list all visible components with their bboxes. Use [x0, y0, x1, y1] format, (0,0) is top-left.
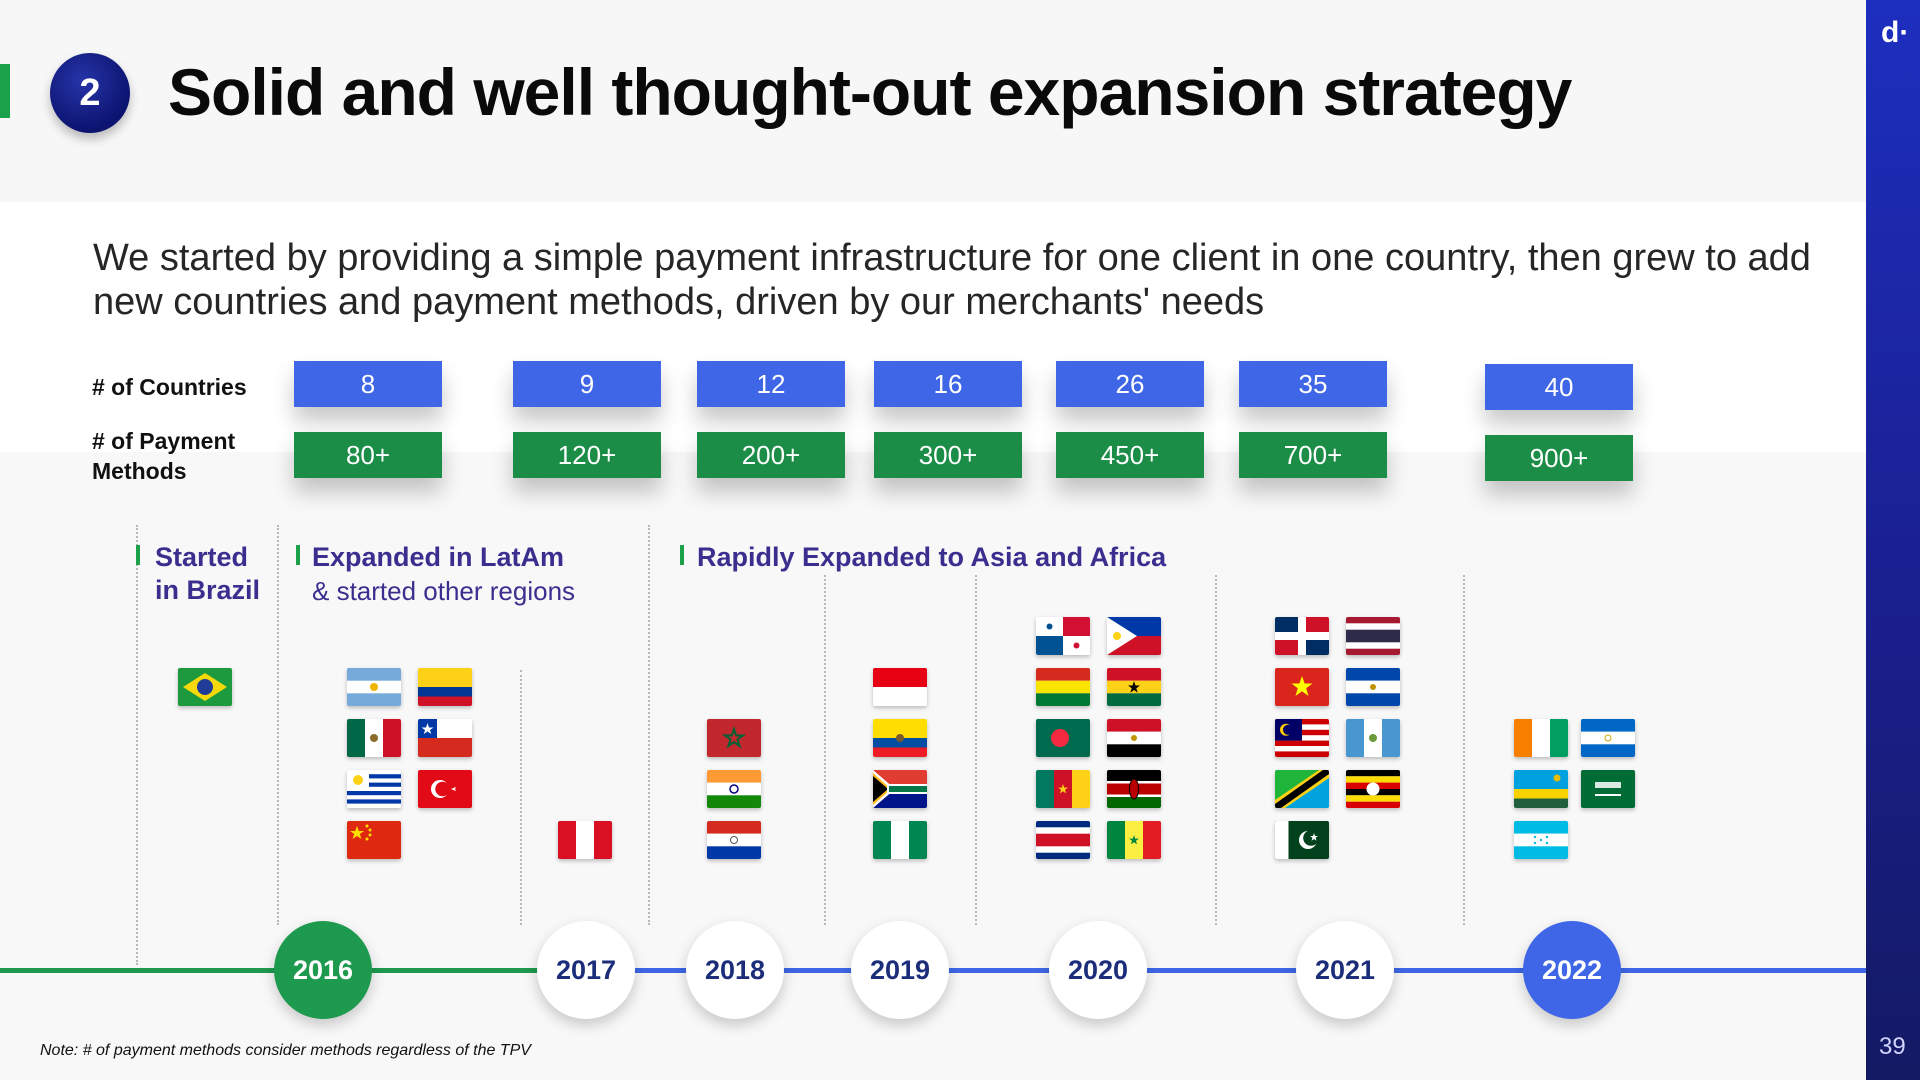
- methods-row-label-line1: # of Payment: [92, 428, 236, 454]
- timeline-start-segment: [0, 968, 540, 973]
- separator-line: [824, 575, 826, 925]
- pakistan-flag-icon: [1275, 821, 1329, 859]
- timeline-segment: [540, 968, 1866, 973]
- year-2020-node: 2020: [1049, 921, 1147, 1019]
- phase-marker: [296, 545, 300, 565]
- header-band: [0, 0, 1866, 202]
- intro-text: We started by providing a simple payment…: [93, 237, 1811, 323]
- countries-row-label: # of Countries: [92, 374, 247, 400]
- thailand-flag-icon: [1346, 617, 1400, 655]
- brand-logo: d·: [1881, 16, 1910, 49]
- methods-box-2017: 120+: [513, 432, 661, 478]
- dominican-republic-flag-icon: [1275, 617, 1329, 655]
- ghana-flag-icon: [1107, 668, 1161, 706]
- mexico-flag-icon: [347, 719, 401, 757]
- year-2021-node: 2021: [1296, 921, 1394, 1019]
- morocco-flag-icon: [707, 719, 761, 757]
- china-flag-icon: [347, 821, 401, 859]
- year-2017-node: 2017: [537, 921, 635, 1019]
- phase-latam-subtitle: & started other regions: [312, 576, 576, 606]
- uganda-flag-icon: [1346, 770, 1400, 808]
- methods-box-2022: 900+: [1485, 435, 1633, 481]
- countries-box-2019: 16: [874, 361, 1022, 407]
- ivory-coast-flag-icon: [1514, 719, 1568, 757]
- footnote: Note: # of payment methods consider meth…: [40, 1042, 531, 1059]
- philippines-flag-icon: [1107, 617, 1161, 655]
- el-salvador-flag-icon: [1346, 668, 1400, 706]
- year-2019-node: 2019: [851, 921, 949, 1019]
- phase-marker: [136, 545, 140, 565]
- year-2022-node: 2022: [1523, 921, 1621, 1019]
- tanzania-flag-icon: [1275, 770, 1329, 808]
- separator-line: [975, 575, 977, 925]
- section-number-badge: 2: [50, 53, 130, 133]
- paraguay-flag-icon: [707, 821, 761, 859]
- countries-box-2021: 35: [1239, 361, 1387, 407]
- kenya-flag-icon: [1107, 770, 1161, 808]
- bolivia-flag-icon: [1036, 668, 1090, 706]
- separator-line: [1215, 575, 1217, 925]
- india-flag-icon: [707, 770, 761, 808]
- phase-marker: [680, 545, 684, 565]
- page-title: Solid and well thought-out expansion str…: [168, 55, 1572, 129]
- indonesia-flag-icon: [873, 668, 927, 706]
- phase-asia-africa-title: Rapidly Expanded to Asia and Africa: [697, 542, 1167, 572]
- year-2016-node: 2016: [274, 921, 372, 1019]
- separator-line: [136, 525, 138, 965]
- bangladesh-flag-icon: [1036, 719, 1090, 757]
- methods-box-2021: 700+: [1239, 432, 1387, 478]
- honduras-flag-icon: [1514, 821, 1568, 859]
- accent-bar: [0, 64, 10, 118]
- malaysia-flag-icon: [1275, 719, 1329, 757]
- methods-box-2016: 80+: [294, 432, 442, 478]
- countries-box-2018: 12: [697, 361, 845, 407]
- cameroon-flag-icon: [1036, 770, 1090, 808]
- turkey-flag-icon: [418, 770, 472, 808]
- rwanda-flag-icon: [1514, 770, 1568, 808]
- separator-line: [277, 525, 279, 925]
- countries-box-2022: 40: [1485, 364, 1633, 410]
- guatemala-flag-icon: [1346, 719, 1400, 757]
- brand-strip: [1866, 0, 1920, 1080]
- brazil-flag-icon: [178, 668, 232, 706]
- south-africa-flag-icon: [873, 770, 927, 808]
- phase-latam-title: Expanded in LatAm: [312, 542, 565, 572]
- methods-box-2020: 450+: [1056, 432, 1204, 478]
- intro-band: [0, 202, 1866, 452]
- phase-started-line1: Started: [155, 542, 249, 572]
- methods-row-label: # of Payment Methods: [92, 426, 235, 486]
- costa-rica-flag-icon: [1036, 821, 1090, 859]
- page-number: 39: [1879, 1033, 1906, 1060]
- ecuador-flag-icon: [873, 719, 927, 757]
- colombia-flag-icon: [418, 668, 472, 706]
- slide: 2 Solid and well thought-out expansion s…: [0, 0, 1866, 1059]
- separator-line: [1463, 575, 1465, 925]
- methods-box-2019: 300+: [874, 432, 1022, 478]
- methods-box-2018: 200+: [697, 432, 845, 478]
- argentina-flag-icon: [347, 668, 401, 706]
- separator-line: [648, 525, 650, 925]
- countries-box-2016: 8: [294, 361, 442, 407]
- chile-flag-icon: [418, 719, 472, 757]
- senegal-flag-icon: [1107, 821, 1161, 859]
- year-2018-node: 2018: [686, 921, 784, 1019]
- saudi-arabia-flag-icon: [1581, 770, 1635, 808]
- nigeria-flag-icon: [873, 821, 927, 859]
- phase-started-brazil: Started in Brazil: [155, 541, 260, 607]
- uruguay-flag-icon: [347, 770, 401, 808]
- nicaragua-flag-icon: [1581, 719, 1635, 757]
- egypt-flag-icon: [1107, 719, 1161, 757]
- countries-box-2020: 26: [1056, 361, 1204, 407]
- separator-line: [520, 670, 522, 925]
- countries-box-2017: 9: [513, 361, 661, 407]
- panama-flag-icon: [1036, 617, 1090, 655]
- phase-started-line2: in Brazil: [155, 575, 261, 605]
- vietnam-flag-icon: [1275, 668, 1329, 706]
- methods-row-label-line2: Methods: [92, 458, 187, 484]
- peru-flag-icon: [558, 821, 612, 859]
